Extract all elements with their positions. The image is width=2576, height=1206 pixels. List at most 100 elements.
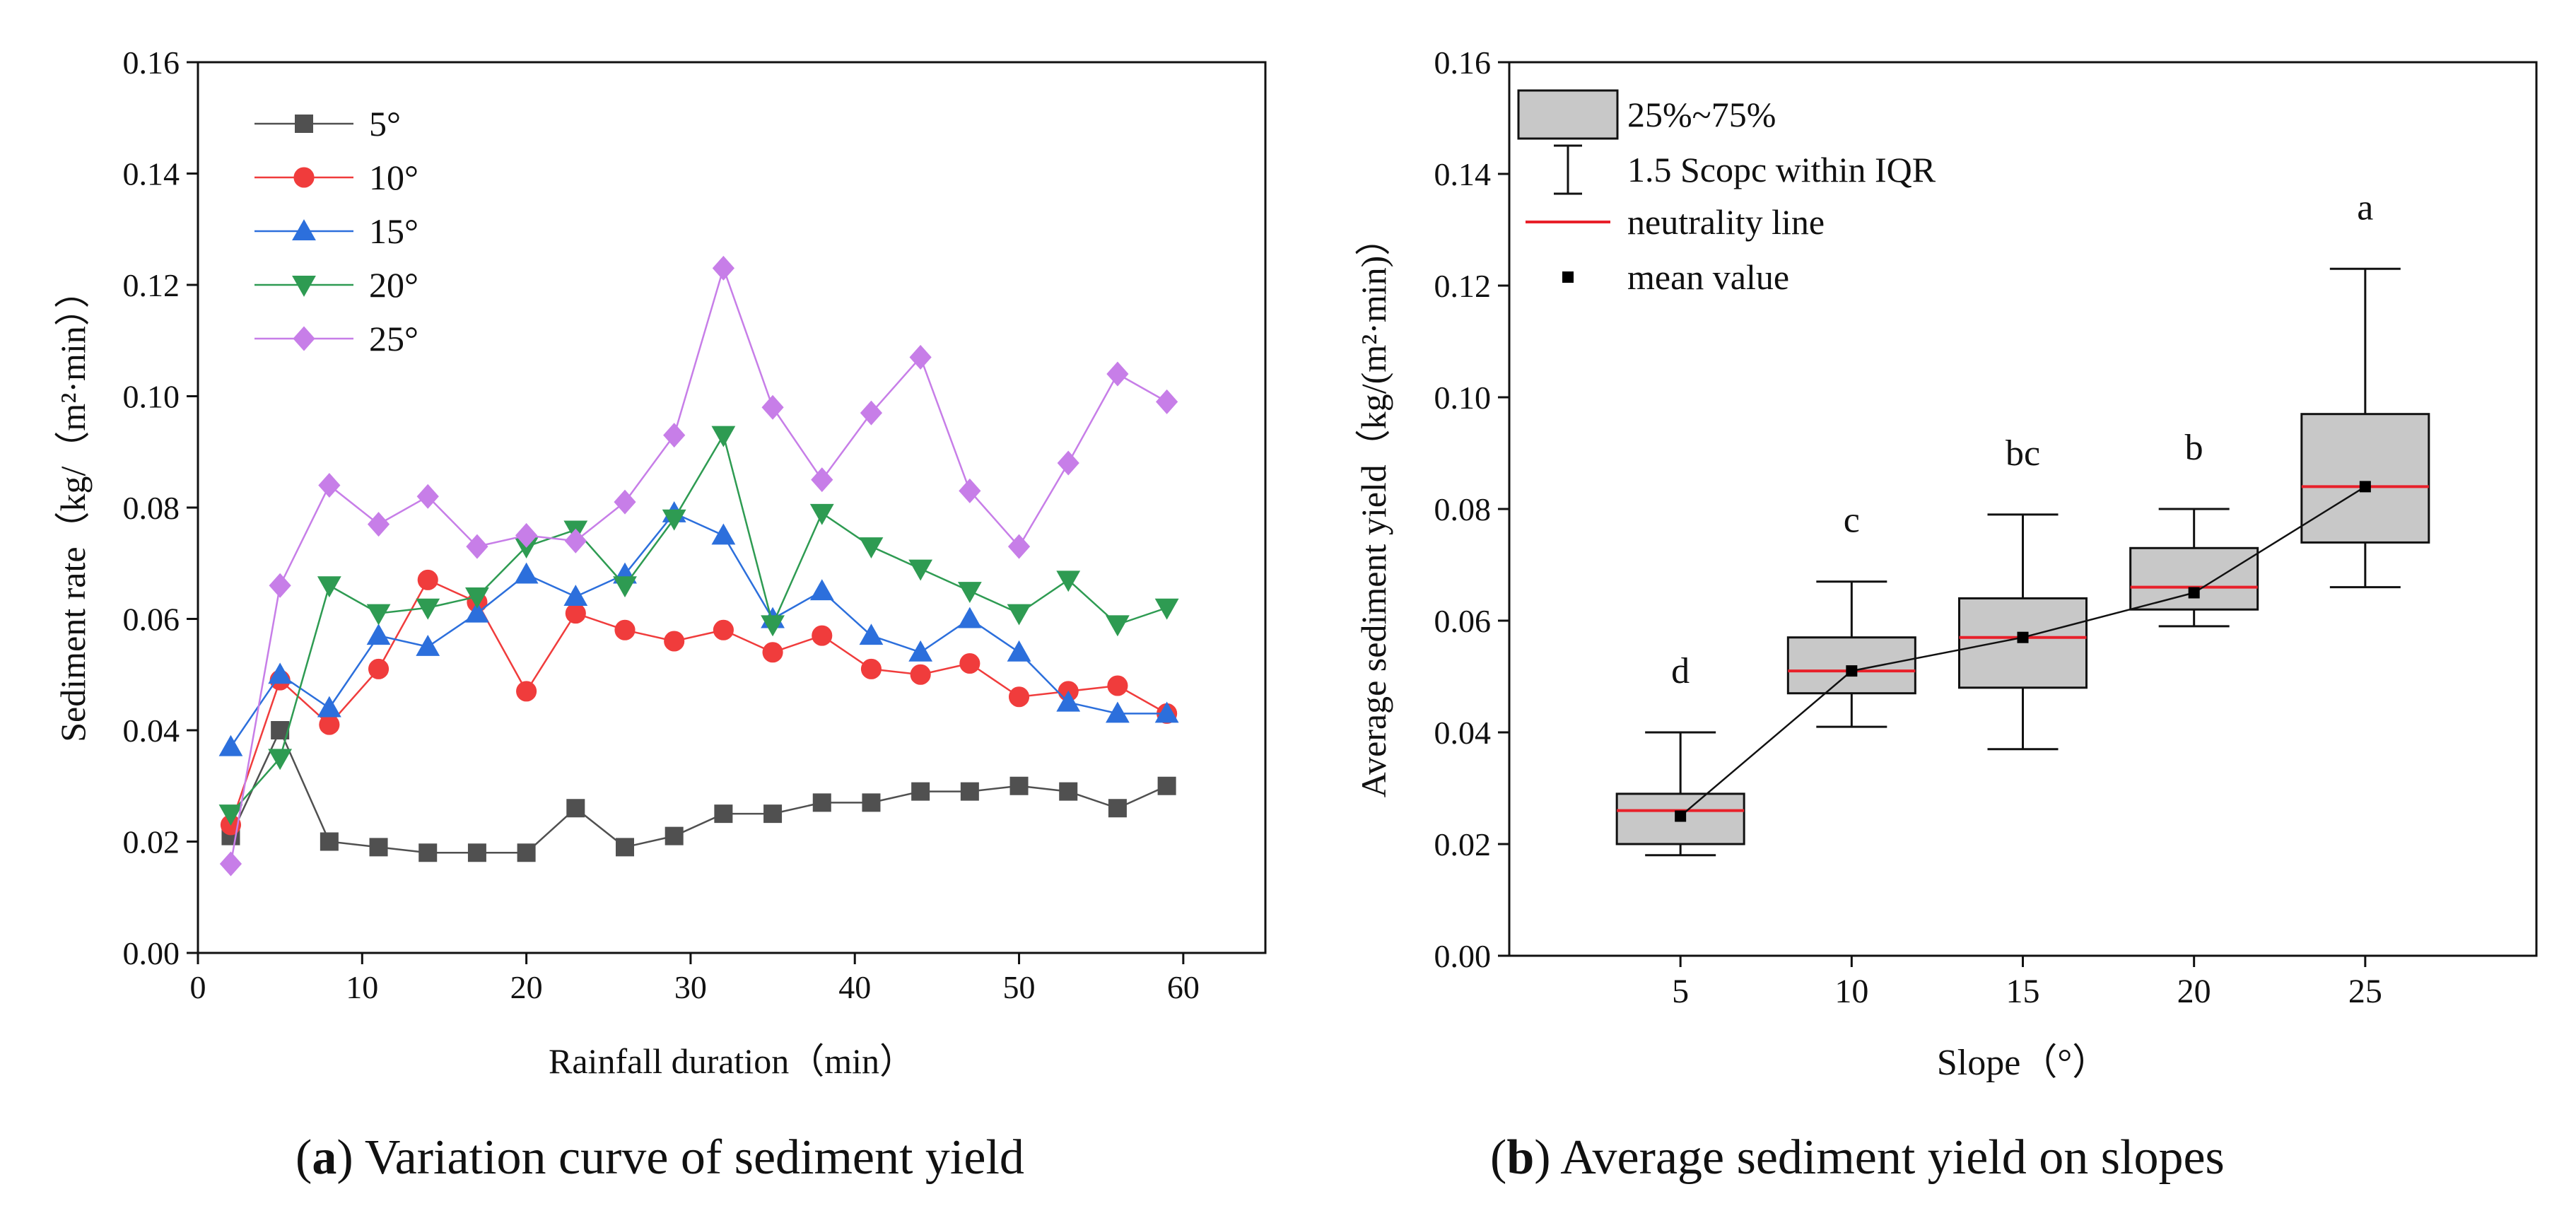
data-point: [812, 625, 833, 646]
data-point: [1106, 361, 1129, 387]
x-tick-label: 30: [674, 969, 707, 1005]
mean-marker: [1846, 665, 1858, 677]
x-tick-label: 0: [190, 969, 206, 1005]
x-tick-label: 40: [838, 969, 871, 1005]
significance-letter: bc: [2006, 433, 2040, 474]
data-point: [664, 631, 685, 652]
x-tick-label: 10: [346, 969, 378, 1005]
y-tick-label: 0.02: [123, 824, 180, 860]
iqr-box: [1786, 636, 1916, 695]
chart-panel-b: 0.00 0.02 0.04 0.06 0.08 0.10 0.12 0.14 0.16 5 10 1…: [1354, 45, 2538, 1083]
data-point: [910, 664, 931, 685]
data-point: [1007, 534, 1031, 559]
data-point: [1057, 450, 1079, 476]
y-tick-label: 0.00: [123, 935, 180, 971]
significance-letter: b: [2185, 428, 2203, 468]
data-point: [563, 585, 588, 606]
data-point: [1106, 701, 1130, 723]
y-tick-label: 0.10: [1434, 380, 1492, 416]
x-axis-label: Slope（°）: [1937, 1043, 2109, 1083]
y-tick-label: 0.00: [1434, 938, 1492, 974]
data-point: [268, 749, 293, 771]
box-plot-5: [1615, 731, 1745, 857]
data-point: [467, 843, 486, 862]
data-point: [761, 394, 784, 420]
significance-letter: a: [2357, 187, 2373, 228]
data-point: [417, 569, 438, 590]
y-tick-label: 0.08: [123, 490, 180, 526]
caption-a-text: Variation curve of sediment yield: [364, 1130, 1024, 1185]
data-point: [218, 734, 243, 756]
data-point: [514, 562, 539, 584]
legend-label: 25%~75%: [1627, 95, 1776, 134]
data-point: [366, 604, 391, 626]
x-axis-label: Rainfall duration（min）: [549, 1041, 915, 1081]
data-point: [318, 472, 341, 498]
data-point: [1056, 690, 1081, 712]
x-tick-label: 25: [2348, 973, 2382, 1010]
data-point: [1008, 686, 1030, 708]
data-point: [465, 601, 489, 623]
data-point: [566, 799, 585, 818]
mean-marker: [2188, 587, 2200, 599]
data-point: [367, 512, 390, 537]
iqr-box: [2300, 413, 2430, 544]
y-axis-label: Sediment rate（kg/（m²·min））: [53, 273, 93, 742]
x-tick-label: 10: [1834, 973, 1868, 1010]
box-plot-20: [2129, 508, 2259, 628]
data-point: [957, 607, 982, 628]
data-point: [319, 714, 340, 735]
data-point: [565, 603, 586, 624]
caption-b-text: Average sediment yield on slopes: [1560, 1130, 2225, 1185]
data-point: [1059, 782, 1078, 801]
data-point: [564, 528, 587, 554]
data-point: [369, 838, 388, 857]
legend-marker: [292, 219, 316, 240]
y-tick-label: 0.14: [1434, 156, 1492, 192]
legend: 5° 10° 15° 20° 25°: [254, 104, 418, 358]
data-point: [761, 615, 785, 637]
chart-panel-a: 0.00 0.02 0.04 0.06 0.08 0.10 0.12 0.14 0.16 0 10 2…: [53, 45, 1267, 1081]
data-point: [908, 640, 933, 662]
legend-marker: [292, 276, 316, 297]
x-tick-label: 20: [2177, 973, 2211, 1010]
y-tick-label: 0.08: [1434, 491, 1492, 527]
data-point: [859, 624, 884, 645]
data-point: [269, 573, 291, 598]
caption-b-letter: b: [1506, 1130, 1535, 1185]
y-tick-label: 0.06: [1434, 603, 1492, 639]
legend-marker: [293, 167, 315, 188]
mean-marker: [2359, 481, 2371, 493]
data-point: [665, 826, 684, 845]
y-axis-label: Average sediment yield（kg/(m²·min)）: [1354, 221, 1393, 798]
legend-marker: [293, 326, 315, 351]
data-point: [1056, 570, 1081, 592]
x-tick-label: 20: [510, 969, 543, 1005]
legend-label: 5°: [369, 104, 401, 144]
series-line-20°: [230, 433, 1168, 814]
data-point: [909, 344, 932, 370]
series-line-25°: [230, 265, 1168, 865]
data-point: [418, 843, 438, 862]
y-tick-label: 0.16: [123, 45, 180, 81]
data-point: [762, 642, 783, 663]
data-point: [1106, 615, 1130, 637]
y-tick-label: 0.10: [123, 379, 180, 415]
data-point: [317, 576, 341, 598]
data-point: [712, 255, 734, 281]
data-point: [616, 838, 634, 857]
mean-marker: [2017, 631, 2029, 643]
data-point: [416, 634, 440, 656]
legend: 25%~75% 1.5 Scopc within IQR neutrality li…: [1517, 89, 1936, 297]
data-point: [466, 534, 488, 559]
series-line-15°: [230, 512, 1167, 748]
data-point: [219, 851, 242, 877]
data-point: [613, 576, 637, 598]
box-plot-10: [1786, 580, 1916, 728]
iqr-box: [2129, 546, 2259, 611]
data-point: [416, 598, 440, 620]
data-point: [514, 537, 539, 559]
data-point: [860, 400, 883, 426]
y-tick-label: 0.16: [1434, 45, 1492, 81]
caption-a-letter: a: [312, 1130, 337, 1185]
